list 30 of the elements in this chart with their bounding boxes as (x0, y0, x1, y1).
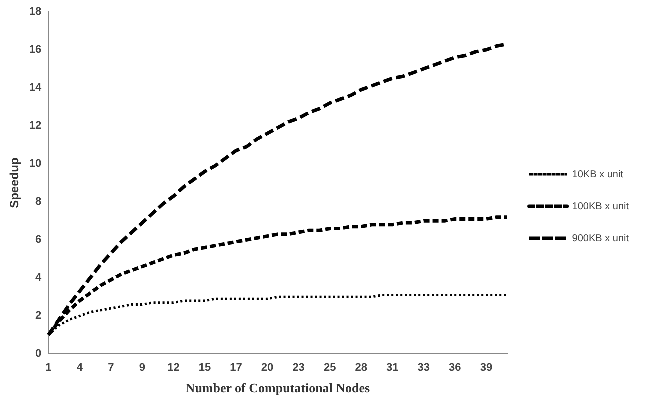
y-tick-label: 14 (29, 82, 43, 94)
x-tick-label: 1 (46, 362, 52, 374)
legend-label: 10KB x unit (572, 169, 624, 180)
x-tick-label: 28 (355, 362, 368, 374)
x-tick-label: 12 (168, 362, 180, 374)
x-tick-label: 4 (76, 362, 84, 374)
y-tick-label: 4 (36, 272, 43, 284)
x-axis-title: Number of Computational Nodes (186, 380, 370, 396)
y-tick-label: 12 (29, 120, 42, 132)
x-tick-label: 15 (198, 362, 212, 374)
x-tick-label: 39 (480, 362, 493, 374)
y-tick-label: 8 (36, 196, 42, 208)
x-tick-label: 23 (292, 362, 305, 374)
x-tick-label: 20 (261, 362, 274, 374)
x-tick-label: 31 (386, 362, 399, 374)
y-tick-label: 6 (36, 234, 42, 246)
y-tick-label: 16 (29, 44, 42, 56)
legend-label: 100KB x unit (572, 201, 630, 212)
x-tick-label: 25 (324, 362, 336, 374)
y-tick-label: 10 (29, 158, 42, 170)
x-tick-label: 17 (230, 362, 242, 374)
legend-label: 900KB x unit (572, 233, 630, 244)
y-tick-label: 18 (29, 6, 42, 18)
x-tick-label: 7 (108, 362, 114, 374)
x-tick-label: 33 (418, 362, 430, 374)
y-tick-label: 2 (36, 310, 42, 322)
x-tick-label: 9 (139, 362, 146, 374)
y-tick-label: 0 (36, 348, 42, 360)
x-tick-label: 36 (449, 362, 462, 374)
y-axis-title: Speedup (8, 158, 22, 208)
